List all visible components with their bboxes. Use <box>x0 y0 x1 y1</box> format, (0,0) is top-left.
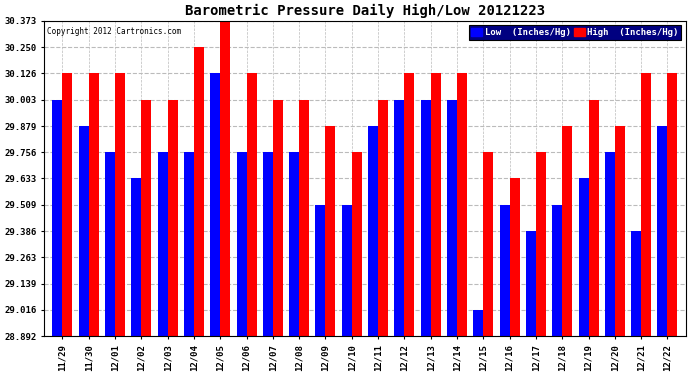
Bar <box>158 152 168 336</box>
Bar <box>299 100 309 336</box>
Bar <box>510 178 520 336</box>
Bar <box>52 100 63 336</box>
Bar <box>500 205 510 336</box>
Bar <box>210 74 220 336</box>
Bar <box>605 152 615 336</box>
Bar <box>421 100 431 336</box>
Bar <box>667 74 678 336</box>
Bar <box>641 74 651 336</box>
Bar <box>578 178 589 336</box>
Bar <box>326 126 335 336</box>
Title: Barometric Pressure Daily High/Low 20121223: Barometric Pressure Daily High/Low 20121… <box>185 4 545 18</box>
Bar <box>352 152 362 336</box>
Bar <box>79 126 89 336</box>
Bar <box>589 100 598 336</box>
Bar <box>63 74 72 336</box>
Bar <box>658 126 667 336</box>
Text: Copyright 2012 Cartronics.com: Copyright 2012 Cartronics.com <box>47 27 181 36</box>
Bar <box>237 152 246 336</box>
Bar <box>168 100 177 336</box>
Bar <box>89 74 99 336</box>
Bar <box>447 100 457 336</box>
Bar <box>263 152 273 336</box>
Bar <box>115 74 125 336</box>
Bar <box>368 126 378 336</box>
Bar <box>431 74 441 336</box>
Bar <box>483 152 493 336</box>
Legend: Low  (Inches/Hg), High  (Inches/Hg): Low (Inches/Hg), High (Inches/Hg) <box>469 26 681 40</box>
Bar <box>562 126 572 336</box>
Bar <box>342 205 352 336</box>
Bar <box>141 100 151 336</box>
Bar <box>220 21 230 336</box>
Bar <box>457 74 467 336</box>
Bar <box>273 100 283 336</box>
Bar <box>315 205 326 336</box>
Bar <box>131 178 141 336</box>
Bar <box>378 100 388 336</box>
Bar <box>615 126 625 336</box>
Bar <box>536 152 546 336</box>
Bar <box>105 152 115 336</box>
Bar <box>473 310 483 336</box>
Bar <box>404 74 415 336</box>
Bar <box>631 231 641 336</box>
Bar <box>395 100 404 336</box>
Bar <box>289 152 299 336</box>
Bar <box>552 205 562 336</box>
Bar <box>246 74 257 336</box>
Bar <box>194 47 204 336</box>
Bar <box>526 231 536 336</box>
Bar <box>184 152 194 336</box>
